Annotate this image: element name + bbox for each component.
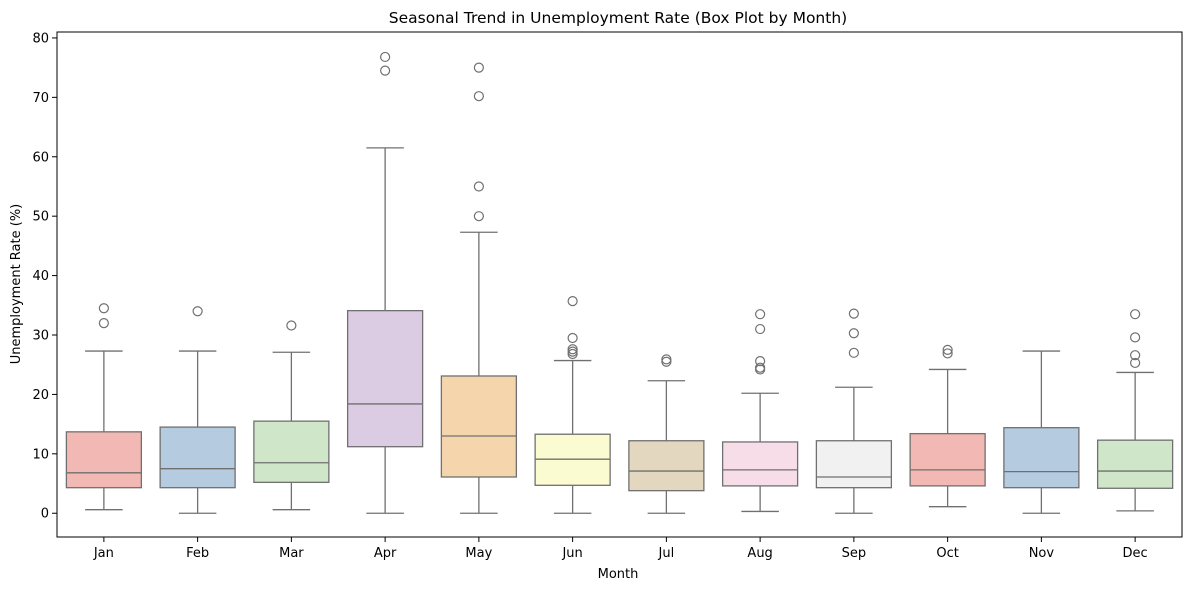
outlier-point [473,91,484,102]
outlier-point [192,306,203,317]
x-tick-label: Nov [1029,546,1055,561]
x-tick-label: Sep [842,546,867,561]
x-tick-label: Dec [1123,546,1148,561]
outlier-point [567,296,578,307]
plot-frame [56,31,1183,538]
iqr-box [628,440,705,492]
x-tick-label: Mar [279,546,304,561]
outlier-point [848,347,859,358]
y-tick-label: 0 [41,507,49,522]
x-tick-label: Aug [747,546,772,561]
box-group-jan [65,303,143,511]
outlier-point [755,323,766,335]
outlier-point [755,362,766,373]
outlier-point [380,51,391,63]
outlier-point [848,308,859,319]
iqr-box [815,440,893,489]
outlier-point [942,344,953,355]
outlier-point [286,320,297,331]
y-tick-label: 50 [32,210,49,225]
y-tick-label: 20 [32,388,49,403]
x-axis: Jan Feb Mar Apr May Jun Jul Aug Sep Oct Nov Dec [93,537,1148,561]
chart-title: Seasonal Trend in Unemployment Rate (Box… [389,9,847,27]
box-group-dec [1096,309,1174,512]
outlier-point [848,328,859,339]
outlier-point [473,181,484,192]
outlier-point [1130,357,1141,369]
y-tick-label: 60 [32,150,49,165]
iqr-box [65,431,143,489]
box-group-mar [253,320,330,511]
x-tick-label: Apr [374,546,397,561]
box-group-sep [815,308,893,514]
x-tick-label: Jan [93,546,114,561]
x-axis-title: Month [598,567,639,582]
outlier-point [1130,309,1141,320]
outlier-point [755,356,766,367]
y-tick-label: 30 [32,329,49,344]
box-group-jul [628,354,705,514]
y-axis: 0 10 20 30 40 50 60 70 80 [32,31,57,522]
outlier-point [98,303,109,314]
outlier-point [942,348,953,359]
y-tick-label: 70 [32,91,49,106]
iqr-box [346,309,424,448]
box-group-aug [721,309,799,513]
box-group-may [440,62,518,514]
box-group-oct [909,344,986,508]
outlier-point [473,211,484,222]
y-tick-label: 80 [32,31,49,46]
iqr-box [909,432,986,487]
x-tick-label: Feb [186,546,209,561]
iqr-box [440,375,518,478]
plot-area [65,51,1174,514]
iqr-box [721,441,799,487]
iqr-box [159,426,236,489]
outlier-point [473,62,484,73]
box-group-feb [159,306,236,514]
outlier-point [661,354,672,365]
iqr-box [1003,427,1080,489]
x-tick-label: May [465,546,492,561]
box-group-jun [534,296,611,514]
outlier-point [98,318,109,329]
y-tick-label: 10 [32,447,49,462]
x-tick-label: Jul [658,546,675,561]
outlier-point [1130,350,1141,361]
iqr-box [253,420,330,483]
iqr-box [1096,439,1174,489]
box-group-apr [346,51,424,514]
outlier-point [1130,332,1141,343]
outlier-point [755,309,766,320]
y-tick-label: 40 [32,269,49,284]
y-axis-title: Unemployment Rate (%) [9,204,24,365]
outlier-point [567,332,578,344]
x-tick-label: Jun [561,546,582,561]
box-group-nov [1003,350,1080,514]
outlier-point [380,65,391,76]
x-tick-label: Oct [936,546,958,561]
outlier-point [567,344,578,355]
